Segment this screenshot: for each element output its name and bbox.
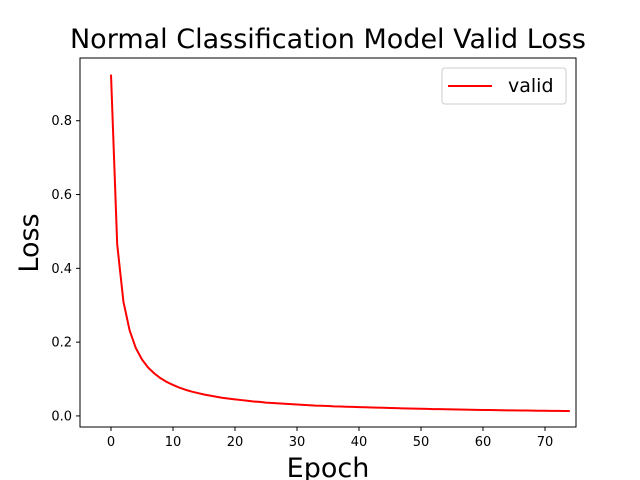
y-axis-label: Loss: [14, 213, 45, 272]
legend-box: [441, 67, 567, 105]
series-line-valid: [110, 74, 570, 413]
legend: valid: [441, 67, 567, 105]
x-axis-label: Epoch: [287, 453, 370, 480]
y-tick-label: 0.4: [51, 262, 72, 277]
chart-title: Normal Classification Model Valid Loss: [70, 24, 586, 55]
x-tick-label: 40: [351, 435, 368, 450]
x-tick-label: 0: [107, 435, 115, 450]
plot-frame: [79, 57, 577, 428]
legend-label-valid: valid: [508, 75, 554, 97]
x-tick-label: 60: [475, 435, 492, 450]
x-tick-label: 70: [537, 435, 554, 450]
x-tick-label: 50: [413, 435, 430, 450]
x-tick-label: 10: [165, 435, 182, 450]
y-tick-label: 0.0: [51, 409, 72, 424]
x-tick-label: 30: [289, 435, 306, 450]
y-tick-label: 0.2: [51, 336, 72, 351]
y-tick-label: 0.8: [51, 114, 72, 129]
y-tick-label: 0.6: [51, 188, 72, 203]
x-tick-label: 20: [227, 435, 244, 450]
